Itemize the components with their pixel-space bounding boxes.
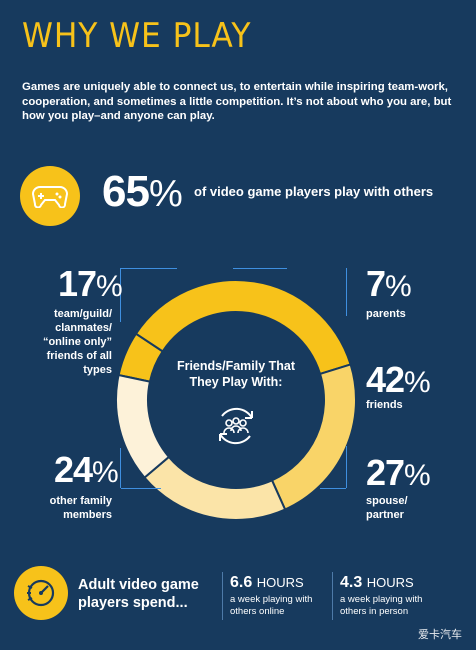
stat-other-family-number: 24 (54, 449, 93, 490)
bracket-left-bottom (120, 448, 121, 488)
stat-team-unit: % (96, 270, 123, 303)
stat-team: 17% (58, 263, 123, 305)
stat-other-family: 24% (54, 449, 119, 491)
gamepad-icon (20, 166, 80, 226)
stat-team-number: 17 (58, 263, 97, 304)
stat-other-family-unit: % (92, 456, 119, 489)
hours-online-note: a week playing with others online (230, 594, 313, 617)
hours-in-person-unit: HOURS (366, 575, 414, 590)
headline-stat: 65% (102, 167, 183, 216)
bracket-left-top (120, 268, 121, 322)
stat-friends: 42% (366, 359, 431, 401)
stat-spouse-number: 27 (366, 452, 405, 493)
label-other-family: other family members (49, 495, 112, 521)
bracket-parents (233, 268, 287, 269)
stat-parents: 7% (366, 263, 412, 305)
clock-speed-icon (14, 566, 68, 620)
bracket-team (121, 268, 177, 269)
watermark: 爱卡汽车 (418, 628, 462, 641)
headline-number: 65 (102, 167, 150, 216)
stat-friends-number: 42 (366, 359, 405, 400)
stat-spouse-unit: % (404, 459, 431, 492)
stat-friends-unit: % (404, 366, 431, 399)
donut-center-title: Friends/Family That They Play With: (176, 359, 296, 389)
bracket-right-bottom (346, 446, 347, 488)
stat-spouse: 27% (366, 452, 431, 494)
group-cycle-icon (212, 402, 260, 450)
divider-2 (332, 572, 333, 620)
label-spouse: spouse/ partner (366, 495, 408, 521)
page-title: WHY WE PLAY (22, 16, 252, 56)
label-parents: parents (366, 308, 406, 320)
hours-in-person: 4.3 HOURS (340, 574, 414, 592)
hours-online-unit: HOURS (256, 575, 304, 590)
hours-online: 6.6 HOURS (230, 574, 304, 592)
donut-slice-team (115, 373, 171, 480)
stat-parents-unit: % (385, 270, 412, 303)
spend-band (0, 560, 476, 632)
headline-text: of video game players play with others (194, 184, 434, 199)
stat-parents-number: 7 (366, 263, 386, 304)
intro-paragraph: Games are uniquely able to connect us, t… (22, 81, 452, 122)
label-team: team/guild/ clanmates/ “online only” fri… (42, 308, 112, 376)
donut-slice-other (143, 455, 287, 521)
headline-unit: % (148, 173, 183, 215)
hours-in-person-note: a week playing with others in person (340, 594, 423, 617)
hours-online-number: 6.6 (230, 574, 253, 591)
bracket-right-top (346, 268, 347, 316)
hours-in-person-number: 4.3 (340, 574, 363, 591)
label-friends: friends (366, 399, 403, 411)
spend-text: Adult video game players spend... (78, 577, 199, 611)
divider-1 (222, 572, 223, 620)
bracket-other-family (121, 488, 161, 489)
bracket-spouse (320, 488, 346, 489)
